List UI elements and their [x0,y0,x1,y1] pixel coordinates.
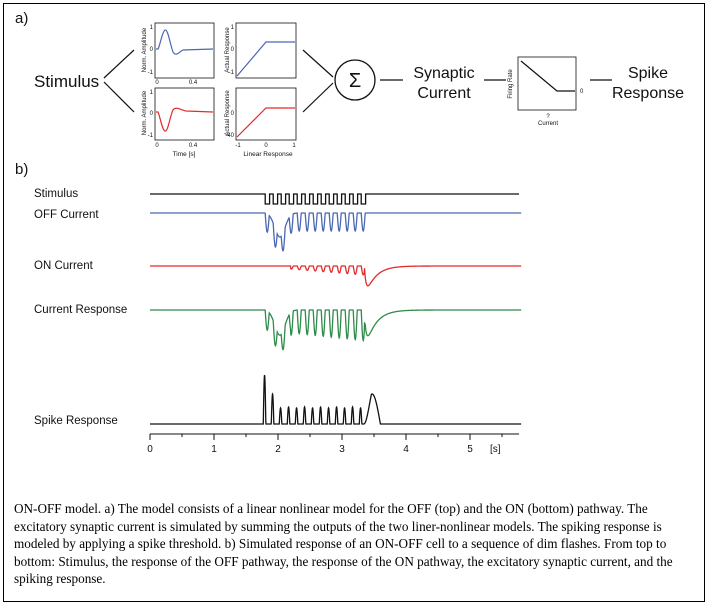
bottom-nonlin-curve [236,107,295,138]
time-tick-label-3: 3 [339,444,345,455]
branch-line-top-left [103,49,135,79]
firing-ytick: 0 [580,89,584,95]
top-nonlin-ytick-neg1: -1 [229,70,235,76]
bottom-nonlin-xtick-0: 0 [264,143,268,149]
bottom-filter-xtick-0: 0 [155,143,159,149]
branch-line-bottom-left [103,81,135,113]
bottom-nonlin-xtick-neg1: -1 [235,143,241,149]
firing-curve [520,60,575,92]
top-filter-ylabel: Norm. Amplitude [142,27,148,72]
trace-label-stimulus: Stimulus [34,188,78,200]
time-tick-label-4: 4 [403,444,409,455]
sum-symbol: Σ [349,70,361,92]
synaptic-label-line1: Synaptic [413,65,474,82]
top-nonlin-ytick-1: 1 [231,25,235,31]
time-tick-label-2: 2 [275,444,281,455]
trace-on-current [150,265,522,287]
firing-rate-plot: Firing Rate ? Current 0 [508,56,584,127]
panel-a-label: a) [15,10,28,27]
bottom-nonlin-ylabel: Actual Response [225,90,231,136]
trace-label-on-current: ON Current [34,260,94,272]
top-nonlin-ytick-0: 0 [231,47,235,53]
bottom-filter-plot: Norm. Amplitude 1 0 -1 0 0.4 Time [s] [142,87,215,158]
bottom-filter-ytick-0: 0 [150,111,154,117]
trace-stimulus [150,193,519,205]
top-filter-curve [156,29,214,55]
bottom-nonlin-ytick-0: 0 [231,111,235,117]
branch-line-bottom-right [302,82,334,113]
figure-caption: ON-OFF model. a) The model consists of a… [14,501,673,587]
trace-spike-response [150,374,522,425]
time-axis: 0 1 2 3 4 5 [s] [147,433,519,455]
time-axis-unit: [s] [490,444,501,455]
figure-frame [3,3,705,602]
trace-label-current-response: Current Response [34,304,127,316]
top-nonlin-curve [236,41,295,77]
panel-b-label: b) [15,161,28,178]
stimulus-label: Stimulus [34,72,99,91]
synaptic-label-line2: Current [417,85,471,102]
time-tick-label-1: 1 [211,444,217,455]
bottom-filter-ytick-neg1: -1 [148,133,154,139]
trace-label-off-current: OFF Current [34,209,99,221]
bottom-filter-ytick-1: 1 [150,90,154,96]
firing-xlabel: Current [538,121,558,127]
branch-line-top-right [302,49,334,78]
top-filter-ytick-0: 0 [150,47,154,53]
top-filter-xtick-04: 0.4 [189,80,198,86]
top-filter-xtick-0: 0 [155,80,159,86]
bottom-filter-xtick-04: 0.4 [189,143,198,149]
bottom-filter-curve [156,107,214,132]
spike-label-line2: Response [612,85,684,102]
summation-circle [334,59,376,101]
firing-xtick: ? [546,114,550,120]
firing-ylabel: Firing Rate [508,69,514,99]
trace-label-spike-response: Spike Response [34,415,118,427]
time-tick-label-0: 0 [147,444,153,455]
spike-label-line1: Spike [628,65,668,82]
bottom-filter-xlabel: Time [s] [173,151,196,158]
top-nonlin-ylabel: Actual Response [225,27,231,73]
bottom-nonlin-xtick-1: 1 [292,143,296,149]
top-filter-ytick-neg1: -1 [148,70,154,76]
bottom-nonlinearity-plot: Actual Response 0 -40 -1 0 1 Linear Resp… [225,87,297,158]
top-filter-ytick-1: 1 [150,25,154,31]
trace-current-response [150,309,522,351]
top-nonlinearity-plot: Actual Response 1 0 -1 [225,22,297,79]
bottom-filter-ylabel: Norm. Amplitude [142,90,148,135]
bottom-nonlin-xlabel: Linear Response [243,151,293,158]
time-tick-label-5: 5 [467,444,473,455]
top-filter-plot: Norm. Amplitude 1 0 -1 0 0.4 [142,22,215,86]
bottom-nonlin-ytick-neg40: -40 [225,133,234,139]
trace-off-current [150,212,522,252]
